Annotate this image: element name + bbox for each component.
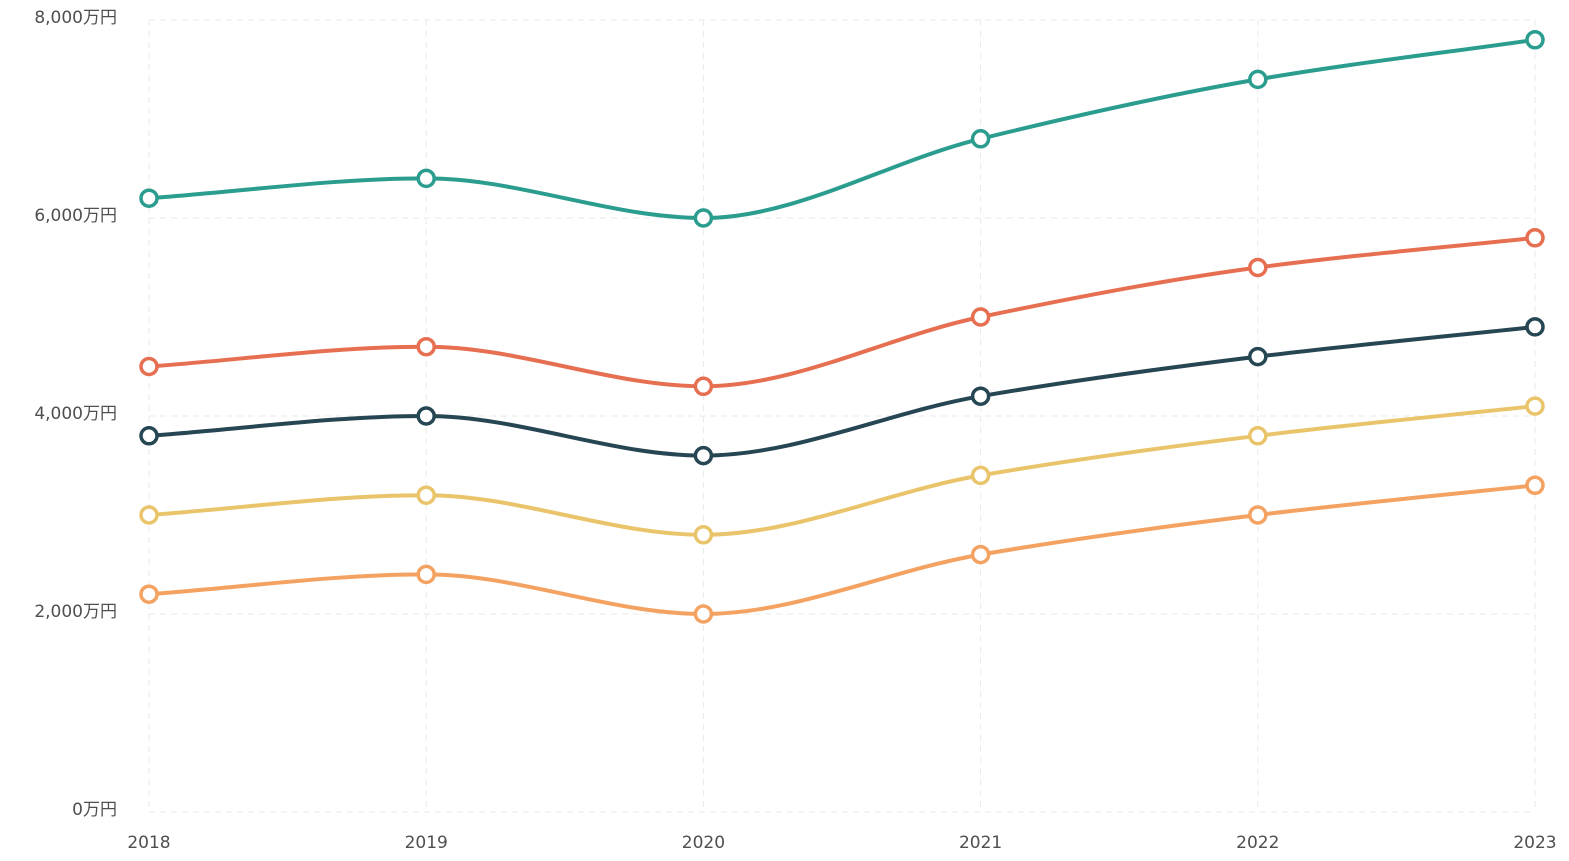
x-tick-label: 2020 <box>682 833 725 853</box>
data-point[interactable] <box>1248 346 1268 367</box>
series-line <box>147 37 1537 220</box>
series-line <box>147 404 1537 537</box>
data-point[interactable] <box>1248 505 1268 525</box>
x-tick-label: 2022 <box>1236 833 1279 853</box>
data-point[interactable] <box>139 426 159 446</box>
data-point[interactable] <box>416 168 436 189</box>
y-tick-label: 2,000万円 <box>34 602 117 622</box>
data-point[interactable] <box>139 188 159 208</box>
y-tick-label: 6,000万円 <box>34 206 117 226</box>
data-point[interactable] <box>970 465 991 486</box>
data-point[interactable] <box>139 505 159 525</box>
y-tick-label: 4,000万円 <box>34 404 117 424</box>
y-tick-label: 8,000万円 <box>34 8 117 28</box>
data-point[interactable] <box>693 525 714 545</box>
data-point[interactable] <box>416 485 436 505</box>
data-point[interactable] <box>416 564 436 585</box>
series-5 <box>139 475 1545 624</box>
data-point[interactable] <box>1525 228 1545 248</box>
data-point[interactable] <box>416 406 436 426</box>
data-point[interactable] <box>1525 475 1545 496</box>
data-point[interactable] <box>693 208 714 228</box>
x-tick-label: 2021 <box>959 833 1002 853</box>
data-point[interactable] <box>970 129 991 149</box>
data-point[interactable] <box>416 336 436 357</box>
series-group <box>139 30 1545 624</box>
series-4 <box>139 396 1545 545</box>
data-point[interactable] <box>1525 30 1545 50</box>
x-tick-label: 2023 <box>1513 833 1556 853</box>
y-axis: 0万円 2,000万円 4,000万円 6,000万円 8,000万円 <box>34 8 117 820</box>
data-point[interactable] <box>139 584 159 604</box>
series-2 <box>139 228 1545 397</box>
grid <box>148 19 1536 813</box>
data-point[interactable] <box>970 544 991 565</box>
series-line <box>147 324 1537 458</box>
x-tick-label: 2019 <box>405 833 448 853</box>
y-tick-label: 0万円 <box>72 800 117 820</box>
data-point[interactable] <box>1525 317 1545 337</box>
data-point[interactable] <box>693 604 714 624</box>
x-axis: 2018 2019 2020 2021 2022 2023 <box>127 833 1556 853</box>
series-line <box>147 483 1537 616</box>
series-line <box>147 235 1537 389</box>
x-tick-label: 2018 <box>127 833 170 853</box>
data-point[interactable] <box>693 445 714 466</box>
series-3 <box>139 317 1545 466</box>
data-point[interactable] <box>693 376 714 397</box>
series-1 <box>139 30 1545 228</box>
data-point[interactable] <box>970 386 991 406</box>
data-point[interactable] <box>1248 257 1268 278</box>
data-point[interactable] <box>1248 69 1268 90</box>
data-point[interactable] <box>1248 426 1268 446</box>
data-point[interactable] <box>970 307 991 327</box>
data-point[interactable] <box>1525 396 1545 416</box>
data-point[interactable] <box>139 356 159 377</box>
